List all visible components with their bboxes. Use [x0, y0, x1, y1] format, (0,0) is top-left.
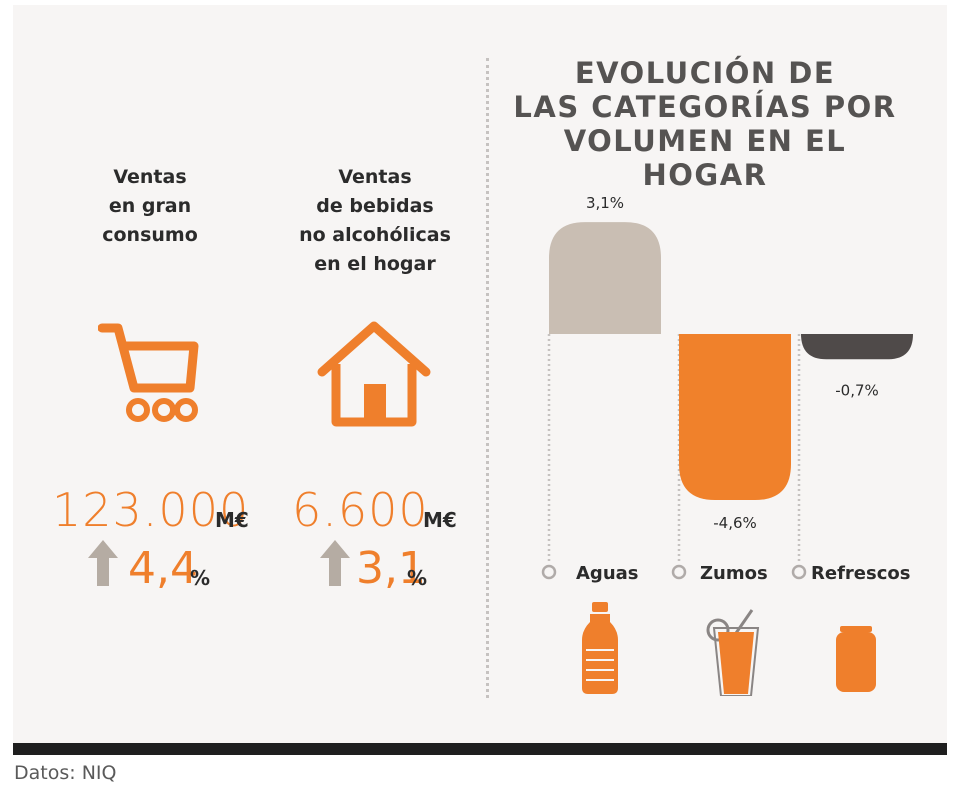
stat-label-bebidas: Ventas de bebidas no alcohólicas en el h…: [299, 166, 451, 275]
bar-refrescos: [801, 334, 913, 360]
category-marker: [791, 564, 807, 580]
category-label-aguas: Aguas: [576, 563, 639, 584]
infographic-panel: [13, 5, 947, 743]
house-icon: [317, 321, 431, 427]
arrow-up-icon: [320, 540, 350, 586]
sales-change-unit: %: [190, 566, 211, 590]
sales-change: 4,4: [128, 543, 198, 594]
sales-value: 123.000: [52, 483, 250, 537]
juice-glass-icon: [706, 609, 760, 696]
category-marker: [541, 564, 557, 580]
sales-unit: M€: [215, 508, 249, 532]
beverages-change-unit: %: [407, 566, 428, 590]
arrow-up-icon: [88, 540, 118, 586]
bar-aguas: [549, 222, 661, 334]
chart-title: EVOLUCIÓN DE LAS CATEGORÍAS POR VOLUMEN …: [513, 56, 897, 192]
bar-value-label: -0,7%: [835, 381, 879, 399]
category-marker: [671, 564, 687, 580]
soda-can-icon: [836, 626, 876, 692]
category-label-zumos: Zumos: [700, 563, 768, 584]
beverages-change: 3,1: [356, 543, 426, 594]
divider: [486, 58, 489, 698]
category-label-refrescos: Refrescos: [811, 563, 911, 584]
bar-value-label: -4,6%: [713, 514, 757, 532]
beverages-unit: M€: [423, 508, 457, 532]
bar-zumos: [679, 334, 791, 501]
stat-label-gran-consumo: Ventas en gran consumo: [102, 166, 198, 246]
beverages-value: 6.600: [292, 483, 429, 537]
bottom-bar: [13, 743, 947, 755]
shopping-cart-icon: [98, 323, 199, 422]
source-note: Datos: NIQ: [14, 762, 117, 784]
water-bottle-icon: [582, 602, 618, 694]
bar-value-label: 3,1%: [586, 194, 624, 212]
bar-chart: 3,1% -4,6% -0,7%: [541, 194, 913, 580]
